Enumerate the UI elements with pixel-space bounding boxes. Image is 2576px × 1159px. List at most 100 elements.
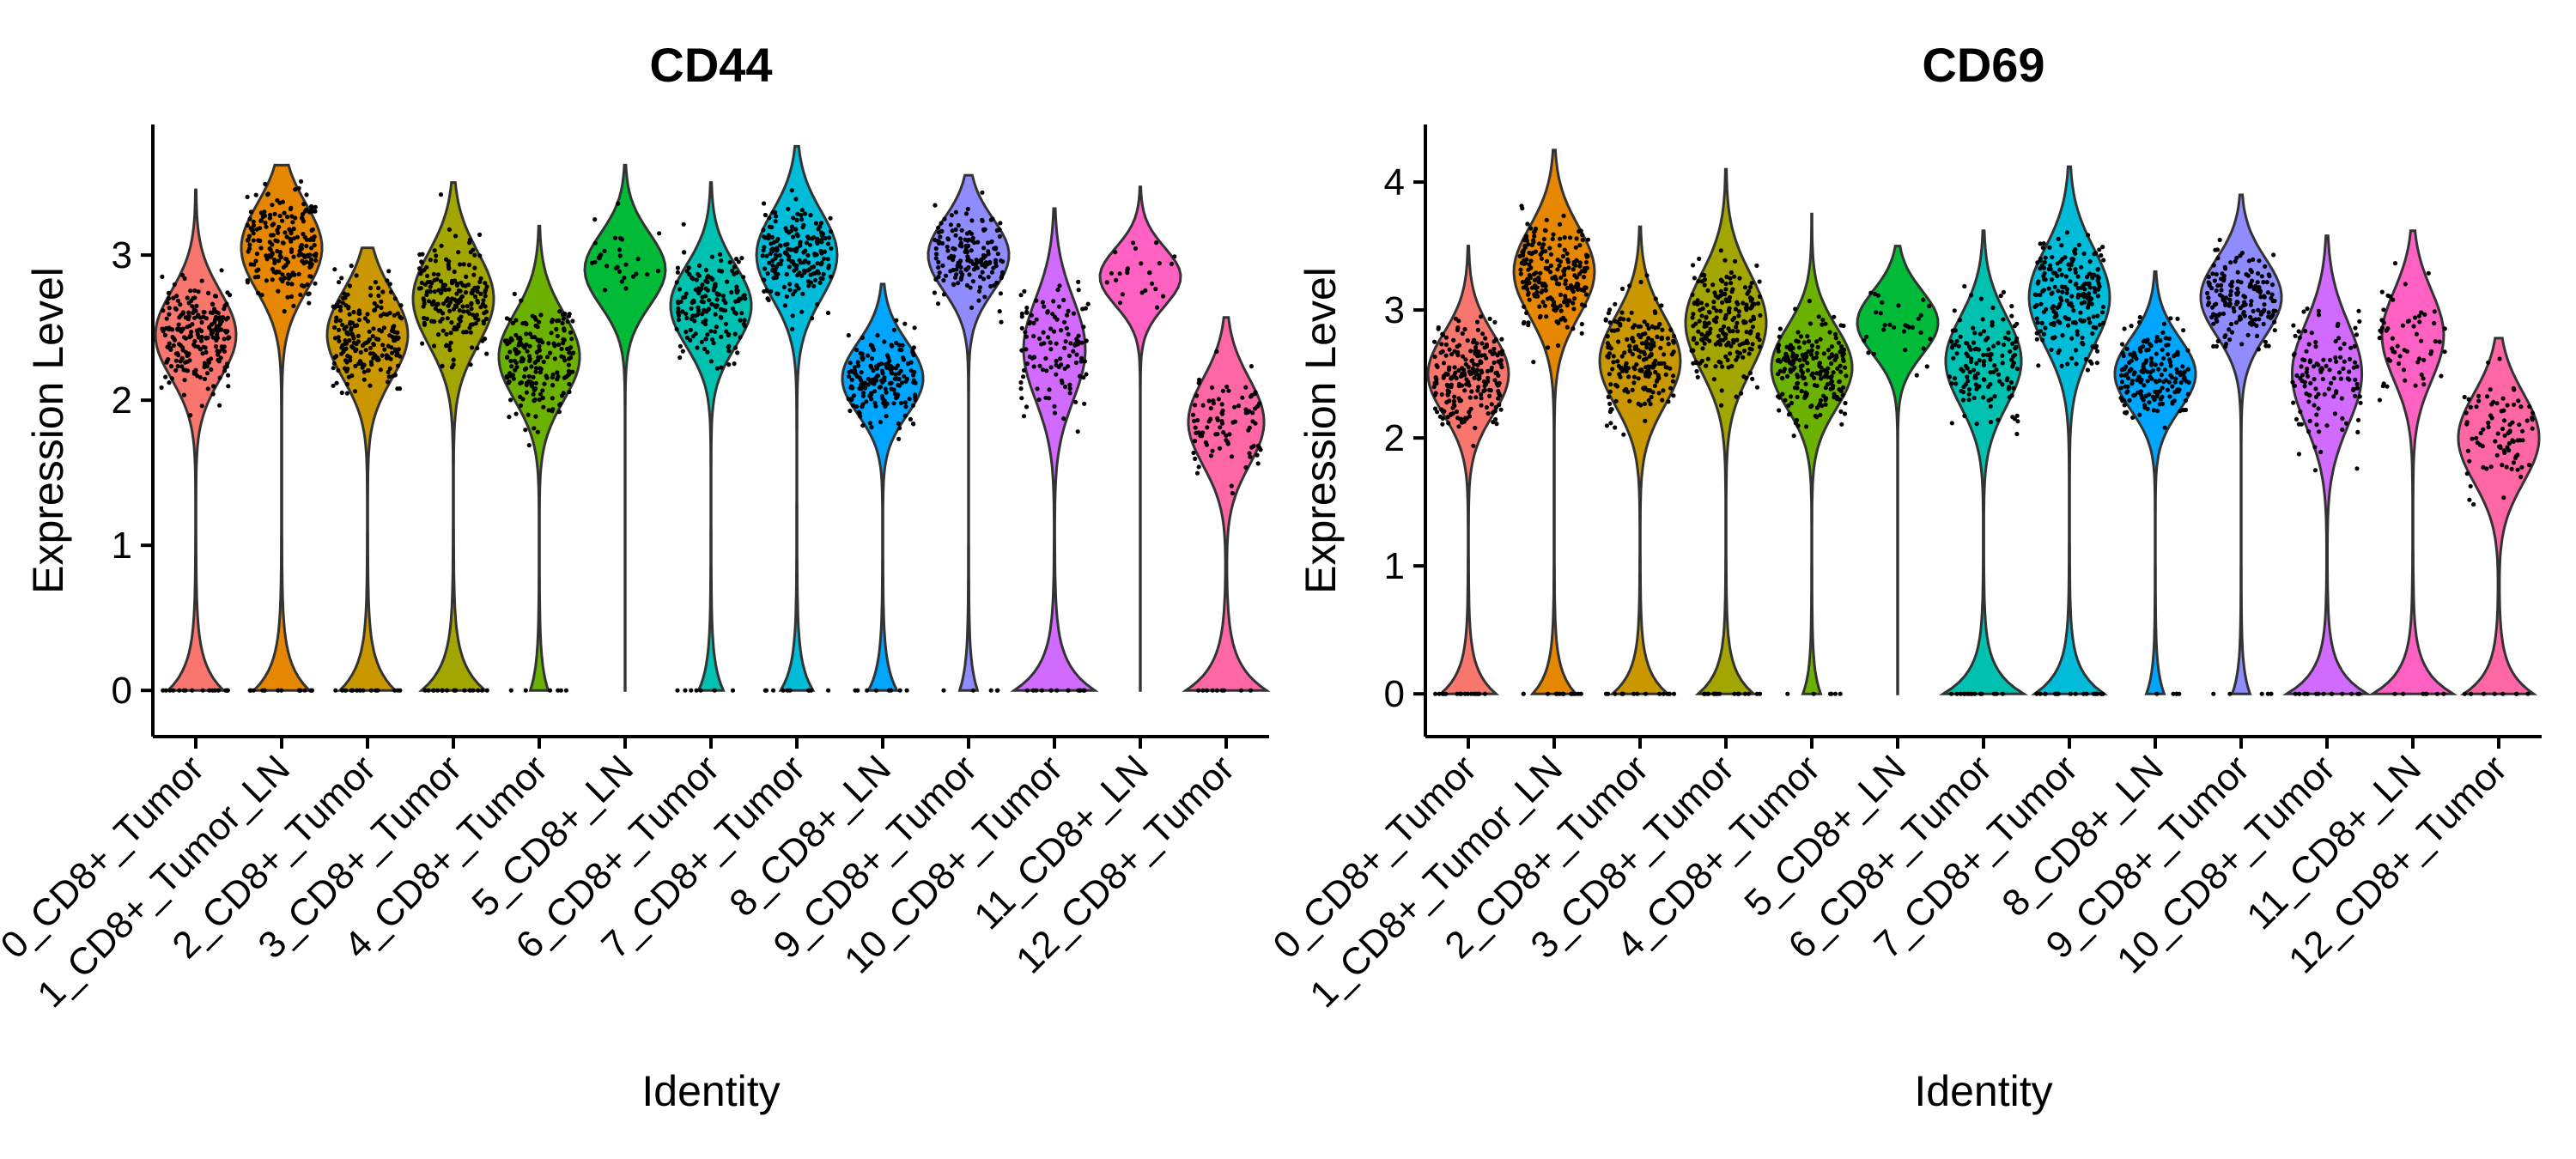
data-point (1619, 365, 1624, 371)
data-point (1804, 393, 1809, 398)
data-point (2467, 497, 2472, 502)
data-point (1157, 261, 1162, 266)
data-point (710, 337, 715, 343)
data-point (1649, 324, 1655, 329)
data-point (2293, 333, 2298, 338)
data-point (825, 310, 831, 316)
data-point (2072, 249, 2077, 254)
data-point (1714, 308, 1719, 313)
data-point (201, 309, 206, 315)
data-point (524, 331, 529, 337)
data-point (483, 304, 488, 309)
data-point (715, 292, 720, 297)
data-point (392, 296, 398, 301)
data-point (2124, 390, 2129, 395)
data-point (245, 278, 250, 283)
data-point (2248, 302, 2253, 307)
data-point (2215, 283, 2221, 288)
data-point (1485, 411, 1491, 416)
data-point (277, 253, 283, 258)
data-point (818, 276, 823, 281)
data-point (2249, 299, 2254, 304)
data-point (1951, 355, 1956, 361)
data-point (858, 350, 863, 356)
data-point (1775, 358, 1780, 363)
data-point (332, 325, 337, 331)
data-point (420, 341, 425, 346)
data-point (1817, 361, 1822, 367)
data-point (970, 688, 975, 693)
data-point (1572, 296, 1577, 301)
data-point (1833, 336, 1838, 341)
data-point (280, 272, 285, 277)
data-point (206, 360, 212, 365)
data-point (167, 688, 173, 693)
data-point (254, 268, 259, 273)
data-point (1708, 326, 1713, 331)
data-point (1566, 265, 1571, 270)
data-point (1826, 366, 1831, 371)
data-point (818, 248, 823, 254)
data-point (1469, 389, 1474, 394)
violin-points-11 (1104, 240, 1177, 310)
data-point (1724, 274, 1729, 280)
data-point (1532, 234, 1537, 239)
data-point (2265, 691, 2270, 696)
data-point (684, 335, 690, 340)
violin-points-9 (932, 190, 1005, 693)
data-point (270, 277, 275, 282)
data-point (966, 237, 971, 242)
data-point (190, 304, 195, 309)
data-point (179, 329, 184, 334)
data-point (264, 278, 269, 283)
data-point (694, 277, 699, 282)
data-point (191, 369, 197, 374)
data-point (2331, 394, 2336, 399)
data-point (1037, 336, 1042, 342)
data-point (655, 268, 661, 274)
data-point (1630, 387, 1635, 392)
violin-points-3 (1689, 248, 1763, 696)
data-point (719, 258, 724, 264)
data-point (2040, 337, 2045, 343)
data-point (886, 688, 891, 693)
data-point (2214, 317, 2219, 322)
data-point (1981, 329, 1987, 334)
data-point (2080, 340, 2085, 345)
data-point (1463, 361, 1468, 367)
data-point (1777, 368, 1783, 373)
data-point (900, 380, 905, 385)
data-point (1194, 393, 1200, 398)
data-point (1236, 404, 1242, 409)
data-point (1974, 346, 1979, 351)
data-point (556, 342, 562, 347)
data-point (309, 246, 314, 251)
data-point (1711, 300, 1716, 305)
data-point (2087, 359, 2093, 364)
data-point (975, 240, 981, 245)
data-point (259, 293, 264, 298)
data-point (997, 234, 1002, 239)
data-point (1660, 327, 1665, 332)
data-point (1659, 361, 1664, 366)
data-point (2519, 464, 2524, 470)
data-point (2426, 270, 2431, 276)
data-point (307, 264, 313, 270)
data-point (904, 688, 909, 693)
data-point (1154, 305, 1160, 310)
data-point (1817, 401, 1822, 406)
data-point (1454, 409, 1460, 415)
data-point (1432, 354, 1437, 360)
data-point (674, 280, 679, 285)
data-point (1728, 281, 1734, 286)
data-point (167, 345, 173, 351)
data-point (732, 345, 738, 350)
data-point (674, 326, 679, 331)
data-point (200, 351, 205, 356)
data-point (2265, 290, 2270, 295)
data-point (773, 219, 778, 224)
data-point (1927, 303, 1932, 309)
data-point (2013, 346, 2018, 351)
data-point (998, 221, 1003, 226)
data-point (1579, 321, 1584, 327)
